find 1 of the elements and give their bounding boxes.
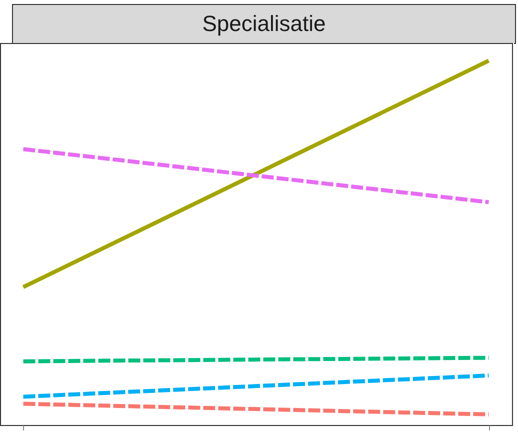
chart-title: Specialisatie — [12, 4, 516, 44]
